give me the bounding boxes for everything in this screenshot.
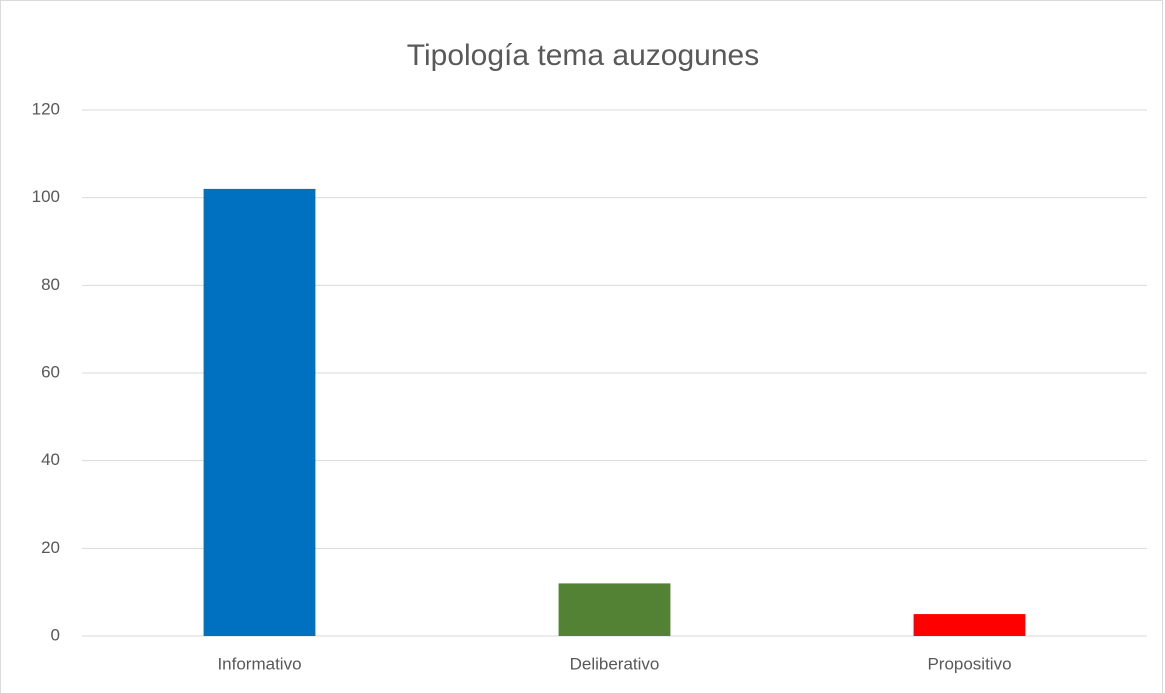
y-tick-label: 80 — [41, 275, 60, 294]
y-tick-label: 120 — [32, 99, 60, 118]
x-tick-label: Propositivo — [927, 654, 1011, 673]
y-tick-label: 40 — [41, 450, 60, 469]
x-tick-label: Informativo — [217, 654, 301, 673]
y-tick-label: 60 — [41, 362, 60, 381]
y-tick-label: 100 — [32, 187, 60, 206]
y-tick-label: 20 — [41, 538, 60, 557]
bar — [913, 614, 1026, 636]
x-tick-label: Deliberativo — [570, 654, 660, 673]
chart-title: Tipología tema auzogunes — [407, 39, 759, 72]
bar — [558, 583, 671, 636]
bar — [203, 188, 316, 636]
y-tick-label: 0 — [51, 625, 60, 644]
